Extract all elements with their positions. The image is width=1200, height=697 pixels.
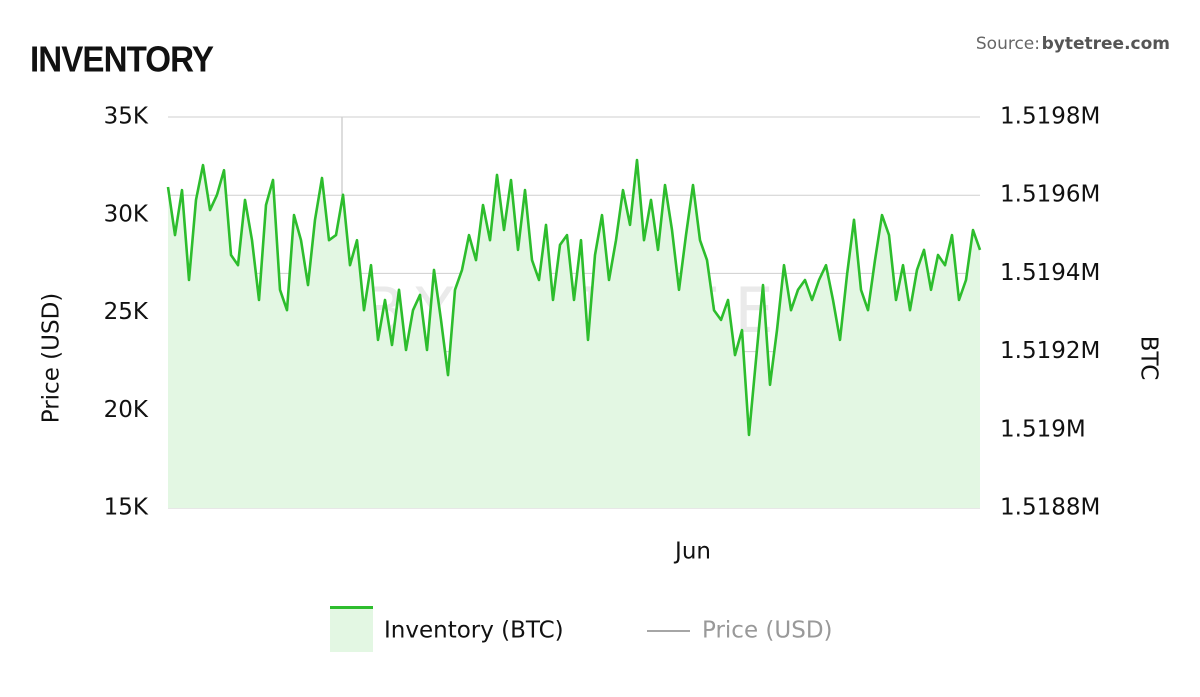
- y-tick-label: 35K: [104, 104, 149, 130]
- plot-area: [166, 116, 982, 509]
- area: [168, 160, 980, 508]
- x-tick-label: Jun: [673, 539, 711, 565]
- legend-swatch: [330, 606, 373, 652]
- legend-label[interactable]: Price (USD): [702, 618, 833, 644]
- y-tick-label: 15K: [104, 495, 149, 521]
- line: [166, 158, 982, 437]
- source[interactable]: bytetree.com: [1042, 34, 1170, 54]
- y2-tick-label: 1.5196M: [1000, 182, 1100, 208]
- y2-tick-label: 1.5188M: [1000, 495, 1100, 521]
- y2-tick-label: 1.5194M: [1000, 260, 1100, 286]
- legend: Inventory (BTC) Price (USD): [330, 606, 833, 652]
- y-tick-label: 20K: [104, 397, 149, 423]
- legend-label[interactable]: Inventory (BTC): [384, 618, 564, 644]
- y2-tick-label: 1.5198M: [1000, 104, 1100, 130]
- y-tick-label: 30K: [104, 201, 149, 227]
- chart-title: INVENTORY: [30, 40, 214, 80]
- y2-axis-label: BTC: [1136, 336, 1162, 381]
- source-label: Source:: [976, 34, 1040, 54]
- y-axis-label: Price (USD): [39, 293, 65, 424]
- y-tick-label: 25K: [104, 299, 149, 325]
- y2-tick-label: 1.519M: [1000, 416, 1086, 442]
- y2-tick-label: 1.5192M: [1000, 338, 1100, 364]
